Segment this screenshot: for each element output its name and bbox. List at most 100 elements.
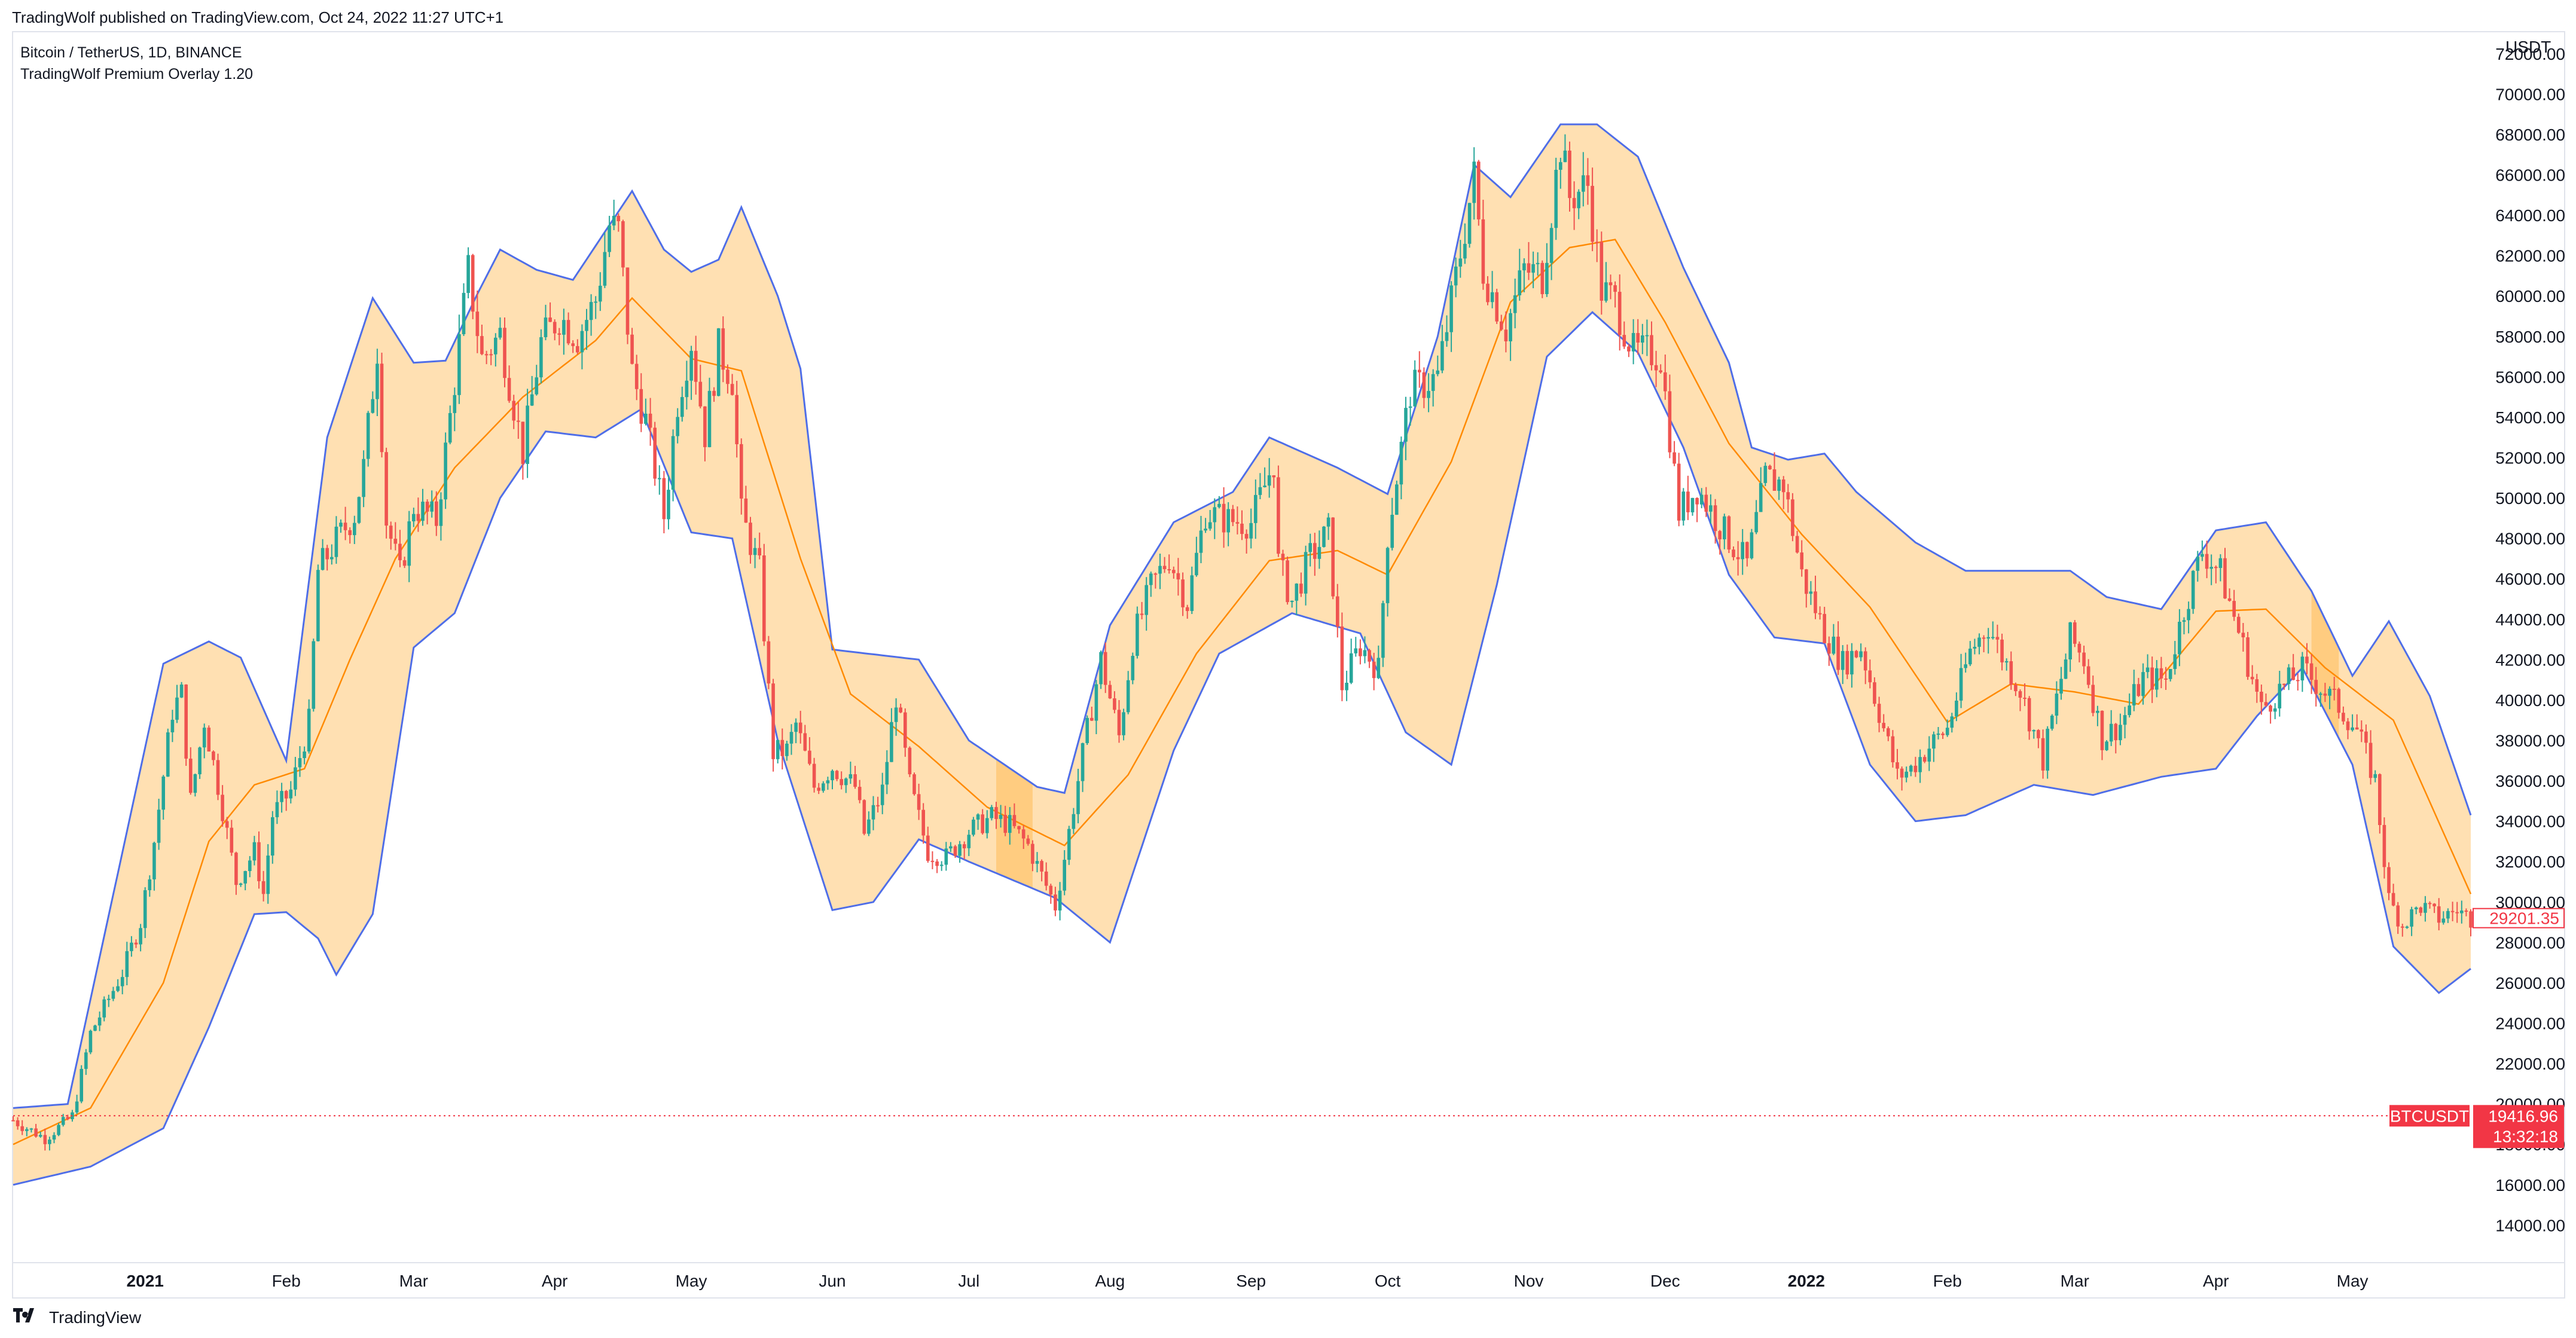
candle-up — [535, 377, 539, 395]
candle-up — [685, 380, 689, 398]
candle-down — [1818, 613, 1822, 615]
candle-down — [2091, 685, 2095, 713]
candle-up — [1317, 546, 1321, 559]
candle-up — [1099, 652, 1103, 685]
candle-up — [1058, 890, 1062, 911]
candle-down — [348, 530, 352, 535]
candle-up — [2123, 715, 2127, 725]
y-tick-label: 28000.00 — [2495, 933, 2565, 952]
candle-up — [644, 413, 648, 424]
footer: TradingView — [12, 1307, 141, 1328]
candle-down — [730, 384, 734, 395]
candle-down — [2114, 723, 2118, 741]
candle-up — [2373, 774, 2377, 778]
candle-down — [2000, 639, 2004, 662]
candle-up — [339, 523, 343, 527]
candle-up — [1413, 369, 1417, 407]
candle-down — [1277, 477, 1280, 554]
candle-down — [221, 795, 224, 821]
candle-up — [1204, 529, 1207, 531]
candle-down — [2382, 824, 2386, 867]
candle-down — [2369, 743, 2373, 778]
candle-down — [1659, 370, 1662, 372]
candle-down — [2346, 721, 2350, 731]
band-fill — [13, 124, 2471, 1185]
candle-down — [735, 395, 738, 444]
candle-down — [1814, 591, 1817, 613]
candle-down — [261, 881, 265, 894]
candle-down — [1795, 536, 1799, 553]
candle-down — [857, 787, 862, 801]
candle-up — [1158, 566, 1162, 574]
candle-down — [1845, 650, 1849, 675]
candle-down — [257, 842, 261, 881]
candle-up — [2182, 620, 2186, 622]
candle-down — [521, 421, 525, 464]
candle-down — [625, 267, 630, 335]
symbol-title[interactable]: Bitcoin / TetherUS, 1D, BINANCE — [20, 44, 242, 61]
footer-brand[interactable]: TradingView — [49, 1308, 142, 1327]
candle-down — [817, 787, 820, 791]
candle-down — [1181, 579, 1185, 607]
candle-up — [539, 337, 543, 378]
candle-down — [1244, 534, 1249, 539]
candle-down — [384, 452, 388, 526]
candle-down — [630, 334, 634, 364]
y-axis-unit: USDT — [2505, 38, 2551, 56]
candle-up — [143, 890, 147, 928]
candle-up — [444, 442, 447, 500]
candle-up — [2055, 694, 2059, 716]
indicator-title[interactable]: TradingWolf Premium Overlay 1.20 — [20, 66, 254, 83]
y-tick-label: 34000.00 — [2495, 812, 2565, 831]
candle-up — [1645, 335, 1649, 337]
candle-down — [380, 363, 384, 453]
candle-down — [2082, 652, 2086, 667]
candle-down — [507, 378, 511, 401]
candle-up — [2410, 909, 2413, 927]
candle-up — [608, 225, 611, 252]
candle-down — [1800, 552, 1803, 570]
candle-up — [1472, 161, 1476, 203]
candle-up — [2187, 609, 2190, 621]
current-price-label: 19416.96 — [2488, 1107, 2558, 1125]
candle-up — [1681, 491, 1686, 521]
candle-up — [266, 856, 270, 894]
candle-down — [1167, 569, 1171, 570]
candle-up — [1964, 664, 1967, 668]
candle-up — [939, 864, 944, 866]
candle-down — [1572, 198, 1576, 209]
x-tick-label: Feb — [272, 1272, 301, 1290]
candle-up — [2424, 903, 2427, 913]
candle-up — [166, 732, 170, 777]
candle-up — [1977, 637, 1981, 647]
candle-down — [1153, 573, 1158, 575]
candle-down — [2464, 911, 2468, 912]
candle-up — [97, 1017, 102, 1026]
candle-down — [16, 1120, 20, 1126]
candle-up — [116, 986, 120, 991]
candle-up — [1349, 653, 1353, 683]
candle-up — [1563, 150, 1567, 163]
candle-up — [1131, 656, 1135, 680]
candle-down — [1313, 543, 1317, 559]
candle-up — [280, 791, 283, 802]
y-tick-label: 14000.00 — [2495, 1216, 2565, 1235]
candle-up — [252, 842, 257, 861]
candle-up — [362, 459, 365, 497]
candle-down — [1868, 670, 1872, 683]
candle-down — [1527, 263, 1531, 273]
candle-down — [1368, 650, 1371, 662]
candle-up — [1950, 716, 1954, 728]
candle-up — [330, 557, 334, 560]
candle-up — [1723, 516, 1726, 540]
candle-up — [1545, 262, 1549, 294]
candle-down — [425, 502, 429, 512]
tradingview-logo-icon[interactable] — [12, 1307, 42, 1328]
candle-up — [462, 292, 466, 334]
y-tick-label: 58000.00 — [2495, 328, 2565, 346]
candle-up — [1859, 651, 1863, 658]
candle-down — [2164, 678, 2168, 680]
candle-up — [1927, 749, 1931, 762]
candle-up — [1431, 374, 1435, 391]
